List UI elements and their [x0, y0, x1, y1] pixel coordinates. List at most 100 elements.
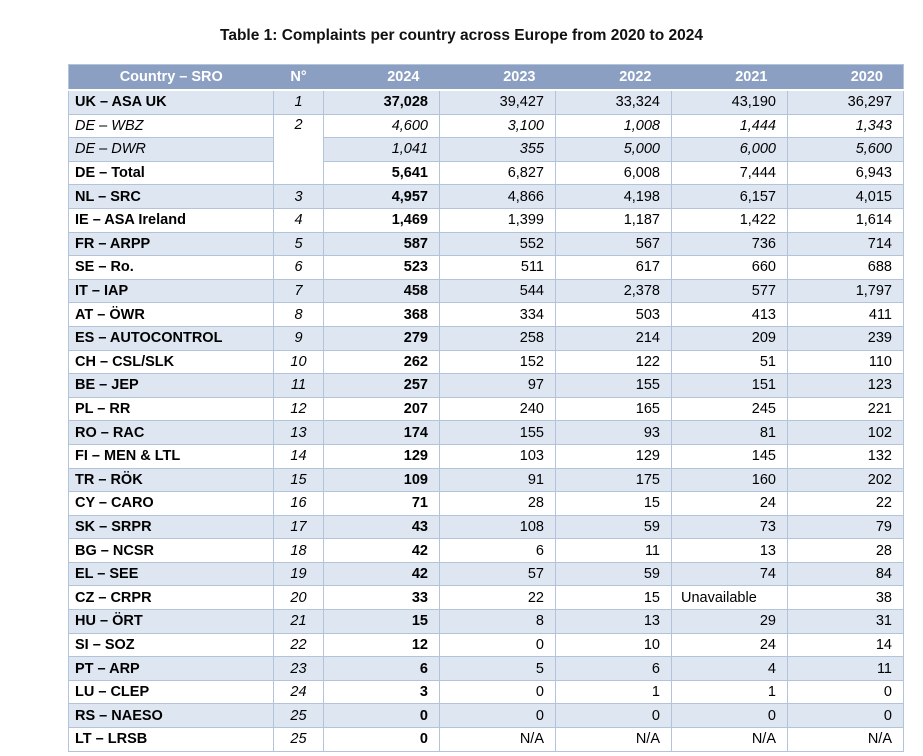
cell-2024: 0 — [323, 703, 440, 729]
cell-rank: 6 — [273, 255, 324, 280]
cell-2022: 129 — [555, 443, 672, 469]
cell-2022: 13 — [555, 609, 672, 634]
cell-2022: N/A — [555, 727, 672, 752]
cell-2022: 122 — [555, 349, 672, 375]
cell-country-sro: PL – RR — [68, 396, 274, 422]
cell-2020: 221 — [787, 396, 904, 422]
cell-2022: 0 — [555, 703, 672, 729]
cell-country-sro: SE – Ro. — [68, 255, 274, 280]
cell-2021: 736 — [671, 231, 788, 257]
cell-rank: 19 — [273, 561, 324, 587]
cell-2022: 1 — [555, 679, 672, 705]
table-row: DE – Total 5,641 6,827 6,008 7,444 6,943 — [68, 160, 904, 186]
cell-2021: 1,444 — [671, 113, 788, 139]
cell-country-sro: CY – CARO — [68, 491, 274, 516]
cell-2021: 145 — [671, 443, 788, 469]
cell-2020: 714 — [787, 231, 904, 257]
cell-2024: 129 — [323, 443, 440, 469]
cell-2023: 5 — [439, 656, 556, 681]
cell-rank: 2 — [273, 113, 324, 186]
cell-2023: 28 — [439, 491, 556, 516]
cell-2021: 51 — [671, 349, 788, 375]
table-row: EL – SEE 19 42 57 59 74 84 — [68, 561, 904, 587]
cell-2024: 368 — [323, 302, 440, 327]
cell-rank: 25 — [273, 727, 324, 752]
cell-2022: 567 — [555, 231, 672, 257]
cell-country-sro: ES – AUTOCONTROL — [68, 325, 274, 351]
cell-2021: 1 — [671, 679, 788, 705]
cell-2020: 239 — [787, 325, 904, 351]
cell-rank: 11 — [273, 373, 324, 398]
cell-2020: 22 — [787, 491, 904, 516]
cell-2023: 6 — [439, 538, 556, 563]
cell-2020: 11 — [787, 656, 904, 681]
cell-2024: 279 — [323, 325, 440, 351]
cell-2023: 97 — [439, 373, 556, 398]
cell-country-sro: AT – ÖWR — [68, 302, 274, 327]
cell-2021: 29 — [671, 609, 788, 634]
cell-2020: 1,343 — [787, 113, 904, 139]
cell-2022: 6 — [555, 656, 672, 681]
cell-2021: 4 — [671, 656, 788, 681]
cell-2023: 39,427 — [439, 89, 556, 115]
cell-rank: 23 — [273, 656, 324, 681]
cell-2021: 6,000 — [671, 137, 788, 162]
cell-country-sro: BE – JEP — [68, 373, 274, 398]
cell-2023: 355 — [439, 137, 556, 162]
cell-country-sro: LT – LRSB — [68, 727, 274, 752]
cell-rank: 12 — [273, 396, 324, 422]
column-header-2021: 2021 — [671, 64, 788, 91]
cell-2024: 458 — [323, 278, 440, 304]
cell-country-sro: FR – ARPP — [68, 231, 274, 257]
cell-2020: 79 — [787, 514, 904, 540]
table-row: CH – CSL/SLK 10 262 152 122 51 110 — [68, 349, 904, 375]
cell-2024: 523 — [323, 255, 440, 280]
table-row: AT – ÖWR 8 368 334 503 413 411 — [68, 302, 904, 327]
cell-2021: 413 — [671, 302, 788, 327]
cell-2022: 4,198 — [555, 184, 672, 209]
cell-country-sro: IE – ASA Ireland — [68, 207, 274, 233]
cell-2021: 24 — [671, 632, 788, 658]
table-row: NL – SRC 3 4,957 4,866 4,198 6,157 4,015 — [68, 184, 904, 209]
cell-country-sro: LU – CLEP — [68, 679, 274, 705]
cell-country-sro: NL – SRC — [68, 184, 274, 209]
cell-rank: 25 — [273, 703, 324, 729]
cell-2024: 257 — [323, 373, 440, 398]
cell-2023: 22 — [439, 585, 556, 611]
page-title: Table 1: Complaints per country across E… — [220, 27, 703, 44]
cell-2024: 1,469 — [323, 207, 440, 233]
cell-rank: 9 — [273, 325, 324, 351]
cell-2020: 0 — [787, 679, 904, 705]
cell-2020: 123 — [787, 373, 904, 398]
cell-2023: 544 — [439, 278, 556, 304]
cell-rank: 20 — [273, 585, 324, 611]
cell-2022: 175 — [555, 467, 672, 493]
cell-2022: 1,008 — [555, 113, 672, 139]
cell-2023: 0 — [439, 632, 556, 658]
cell-2023: 1,399 — [439, 207, 556, 233]
table-row: BG – NCSR 18 42 6 11 13 28 — [68, 538, 904, 563]
cell-2022: 155 — [555, 373, 672, 398]
cell-2022: 6,008 — [555, 160, 672, 186]
cell-2022: 15 — [555, 585, 672, 611]
cell-country-sro: FI – MEN & LTL — [68, 443, 274, 469]
cell-2021: Unavailable — [671, 585, 788, 611]
cell-2021: 160 — [671, 467, 788, 493]
table-row: PL – RR 12 207 240 165 245 221 — [68, 396, 904, 422]
cell-2022: 59 — [555, 561, 672, 587]
cell-2023: 155 — [439, 420, 556, 445]
cell-2020: 36,297 — [787, 89, 904, 115]
cell-2024: 12 — [323, 632, 440, 658]
cell-2020: 102 — [787, 420, 904, 445]
cell-country-sro: RS – NAESO — [68, 703, 274, 729]
table-header: Country – SRO N° 2024 2023 2022 2021 2020 — [68, 64, 904, 91]
cell-2020: N/A — [787, 727, 904, 752]
table-row: IT – IAP 7 458 544 2,378 577 1,797 — [68, 278, 904, 304]
cell-2023: 3,100 — [439, 113, 556, 139]
cell-2024: 37,028 — [323, 89, 440, 115]
cell-rank: 1 — [273, 89, 324, 115]
cell-country-sro: RO – RAC — [68, 420, 274, 445]
cell-2021: 209 — [671, 325, 788, 351]
cell-2022: 617 — [555, 255, 672, 280]
cell-2024: 6 — [323, 656, 440, 681]
